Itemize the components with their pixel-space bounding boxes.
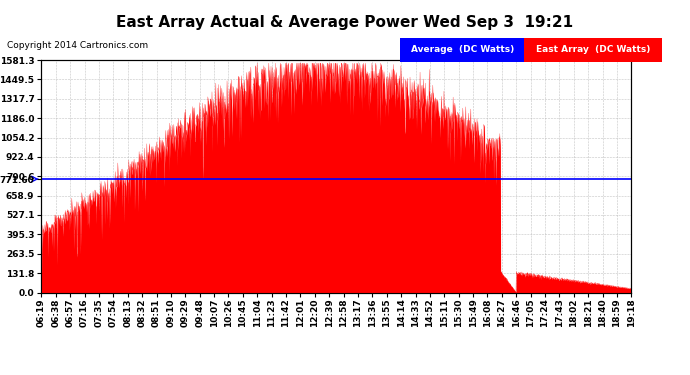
Text: East Array Actual & Average Power Wed Sep 3  19:21: East Array Actual & Average Power Wed Se… xyxy=(117,15,573,30)
Text: Copyright 2014 Cartronics.com: Copyright 2014 Cartronics.com xyxy=(7,41,148,50)
Text: Average  (DC Watts): Average (DC Watts) xyxy=(411,45,514,54)
Text: East Array  (DC Watts): East Array (DC Watts) xyxy=(536,45,651,54)
